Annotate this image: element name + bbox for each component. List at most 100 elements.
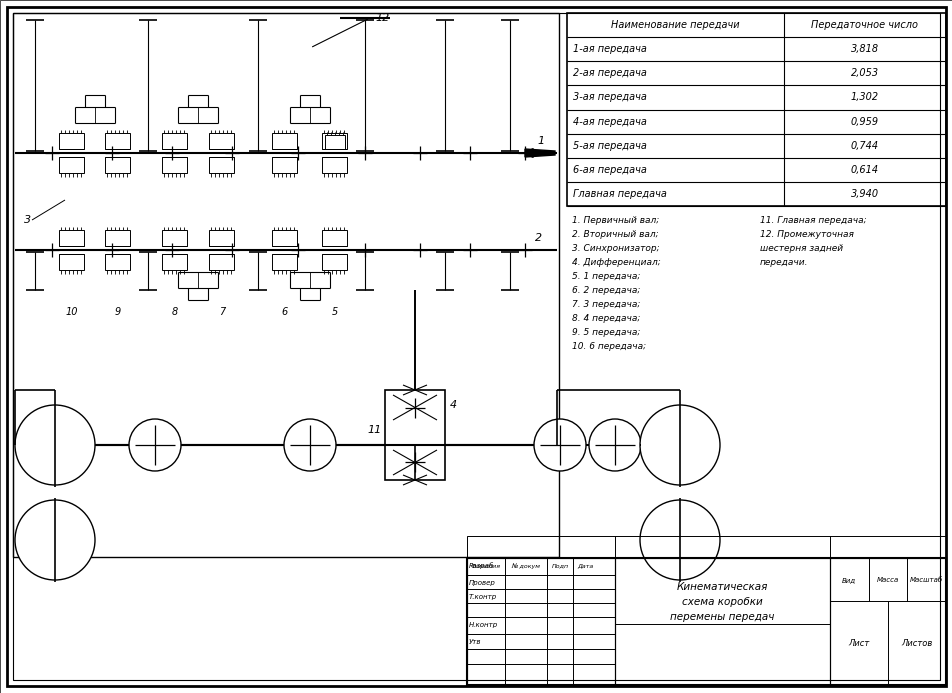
Circle shape [640,500,720,580]
Bar [466,558,614,685]
Circle shape [15,500,95,580]
Text: Главная передача: Главная передача [572,189,666,199]
Text: № докум: № докум [511,563,540,569]
Text: Наименование передачи: Наименование передачи [610,20,739,30]
Bar [163,230,188,246]
Text: передачи.: передачи. [759,258,807,267]
Bar [325,135,345,149]
Bar [59,254,85,270]
Text: 11. Главная передача;: 11. Главная передача; [759,216,865,225]
Bar [209,133,234,149]
Text: 6. 2 передача;: 6. 2 передача; [571,286,640,295]
Circle shape [15,405,95,485]
Text: 4: 4 [449,400,457,410]
Bar [272,254,297,270]
Text: Н.контр: Н.контр [468,622,498,628]
Bar [209,157,234,173]
Bar [829,558,945,685]
Text: 2. Вторичный вал;: 2. Вторичный вал; [571,230,658,239]
Text: 4. Дифференциал;: 4. Дифференциал; [571,258,660,267]
Circle shape [640,405,720,485]
Text: 6-ая передача: 6-ая передача [572,165,646,175]
Bar [466,558,945,685]
Bar [163,133,188,149]
Text: 3-ая передача: 3-ая передача [572,92,646,103]
Text: 12. Промежуточная: 12. Промежуточная [759,230,853,239]
Bar [322,157,347,173]
Text: 8: 8 [171,307,178,317]
Text: Т.контр: Т.контр [468,594,497,600]
Bar [385,390,445,480]
Bar [59,133,85,149]
Bar [322,254,347,270]
Text: Кинематическая: Кинематическая [676,582,767,593]
Text: 5. 1 передача;: 5. 1 передача; [571,272,640,281]
Text: 0,614: 0,614 [850,165,878,175]
Text: 4-ая передача: 4-ая передача [572,116,646,127]
Bar [566,13,945,206]
Text: Фамилия: Фамилия [470,563,501,568]
Bar [163,254,188,270]
Text: 1,302: 1,302 [850,92,878,103]
Text: Передаточное число: Передаточное число [811,20,918,30]
Text: Провер: Провер [468,580,495,586]
Text: 0,744: 0,744 [850,141,878,150]
Text: 7. 3 передача;: 7. 3 передача; [571,300,640,309]
Circle shape [284,419,336,471]
Text: Масса: Масса [876,577,898,583]
Bar [106,254,130,270]
Bar [466,536,945,558]
Bar [163,157,188,173]
Text: 6: 6 [282,307,288,317]
Text: 1: 1 [536,136,544,146]
Text: 5: 5 [331,307,338,317]
Text: 0,959: 0,959 [850,116,878,127]
Polygon shape [525,149,554,157]
Bar [614,558,829,685]
Bar [13,13,559,557]
Text: Лист: Лист [847,638,869,647]
Text: 1-ая передача: 1-ая передача [572,44,646,54]
Text: Листов: Листов [901,638,932,647]
Text: 3,940: 3,940 [850,189,878,199]
Text: 1. Первичный вал;: 1. Первичный вал; [571,216,659,225]
Bar [322,133,347,149]
Text: 3: 3 [24,215,31,225]
Text: 12: 12 [374,13,388,23]
Circle shape [129,419,181,471]
Text: схема коробки: схема коробки [682,597,762,607]
Text: 2-ая передача: 2-ая передача [572,69,646,78]
Text: 10: 10 [66,307,78,317]
Bar [272,157,297,173]
Text: 2: 2 [534,233,542,243]
Bar [106,230,130,246]
Text: 7: 7 [219,307,225,317]
Text: 3,818: 3,818 [850,44,878,54]
Bar [106,133,130,149]
Text: Утв: Утв [468,639,481,645]
Text: Разраб: Разраб [468,563,494,570]
Text: Масштаб: Масштаб [909,577,942,583]
Text: 10. 6 передача;: 10. 6 передача; [571,342,645,351]
Text: Дата: Дата [576,563,592,568]
Bar [272,133,297,149]
Bar [59,157,85,173]
Bar [322,230,347,246]
Bar [59,230,85,246]
Text: перемены передач: перемены передач [669,612,774,622]
Text: 8. 4 передача;: 8. 4 передача; [571,314,640,323]
Text: Вид: Вид [842,577,856,583]
Text: 9: 9 [115,307,121,317]
Text: Подп: Подп [551,563,568,568]
Bar [209,254,234,270]
Bar [272,230,297,246]
Text: 5-ая передача: 5-ая передача [572,141,646,150]
Circle shape [533,419,585,471]
Text: 2,053: 2,053 [850,69,878,78]
Text: шестерня задней: шестерня задней [759,244,843,253]
Text: 11: 11 [367,425,381,435]
Bar [209,230,234,246]
Circle shape [588,419,641,471]
Text: 9. 5 передача;: 9. 5 передача; [571,328,640,337]
Text: 3. Синхронизатор;: 3. Синхронизатор; [571,244,659,253]
